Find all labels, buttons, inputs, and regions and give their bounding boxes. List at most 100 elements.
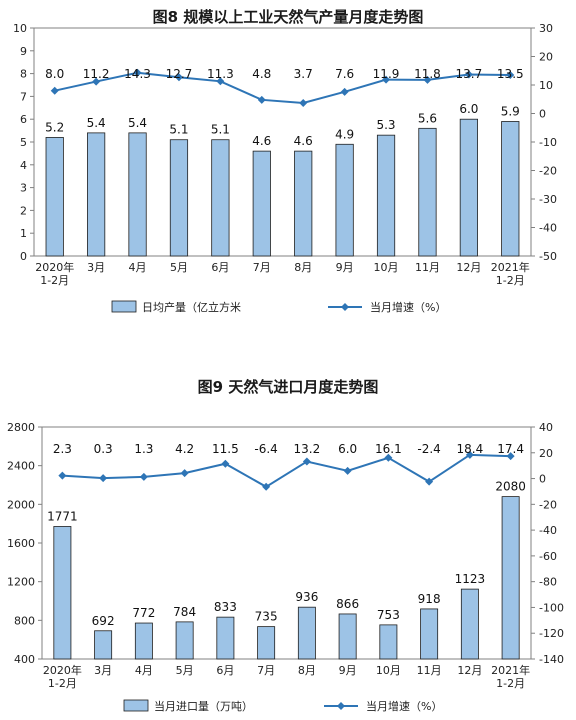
- right-tick-label: -140: [539, 653, 564, 666]
- right-tick-label: 0: [539, 473, 546, 486]
- right-tick-label: 20: [539, 447, 553, 460]
- bar: [169, 139, 189, 257]
- bar: [501, 121, 520, 257]
- bar-value-label: 1771: [47, 509, 78, 523]
- bar-value-label: 4.6: [294, 134, 313, 148]
- left-tick-label: 2400: [7, 460, 35, 473]
- bar-value-label: 692: [92, 614, 115, 628]
- growth-point: [340, 87, 349, 96]
- growth-value-label: -6.4: [254, 442, 277, 456]
- chart-svg: 40080012001600200024002800-140-120-100-8…: [7, 421, 564, 713]
- bar-value-label: 735: [255, 610, 278, 624]
- growth-point: [506, 71, 515, 80]
- left-tick-label: 10: [13, 22, 27, 35]
- growth-point: [58, 471, 67, 480]
- bar-value-label: 1123: [455, 572, 486, 586]
- x-tick-label: 9月: [339, 664, 357, 677]
- growth-line: [54, 71, 511, 104]
- x-tick-label: 12月: [457, 664, 482, 677]
- growth-value-label: 0.3: [94, 442, 113, 456]
- right-tick-label: -40: [539, 222, 557, 235]
- x-tick-label: 2021年 1-2月: [491, 260, 530, 287]
- right-tick-label: -80: [539, 576, 557, 589]
- x-tick-label: 12月: [456, 261, 481, 274]
- growth-value-label: 6.0: [338, 442, 357, 456]
- bar-value-label: 753: [377, 608, 400, 622]
- x-tick-label: 4月: [135, 664, 153, 677]
- growth-point: [302, 457, 311, 466]
- growth-value-label: -2.4: [417, 442, 440, 456]
- right-tick-label: -10: [539, 136, 557, 149]
- legend-line-marker: [341, 303, 349, 311]
- legend-bar-swatch: [123, 699, 149, 712]
- left-tick-label: 6: [20, 113, 27, 126]
- bar: [53, 526, 72, 660]
- x-tick-label: 10月: [374, 261, 399, 274]
- bar-value-label: 4.9: [335, 127, 354, 141]
- legend-line-marker: [337, 702, 345, 710]
- right-tick-label: -20: [539, 165, 557, 178]
- bar: [460, 588, 479, 660]
- left-tick-label: 2000: [7, 498, 35, 511]
- bar-value-label: 918: [418, 592, 441, 606]
- bar-value-label: 866: [336, 597, 359, 611]
- x-tick-label: 11月: [417, 664, 442, 677]
- growth-value-label: 11.8: [414, 67, 441, 81]
- left-tick-label: 1600: [7, 537, 35, 550]
- growth-point: [216, 77, 225, 86]
- bar: [211, 139, 230, 257]
- right-tick-label: 10: [539, 79, 553, 92]
- growth-value-label: 11.2: [83, 67, 110, 81]
- growth-point: [506, 452, 515, 461]
- growth-value-label: 4.2: [175, 442, 194, 456]
- x-tick-label: 9月: [336, 261, 354, 274]
- bar-value-label: 5.1: [211, 123, 230, 137]
- bar: [87, 132, 106, 257]
- growth-value-label: 1.3: [134, 442, 153, 456]
- growth-point: [382, 75, 391, 84]
- right-tick-label: -120: [539, 627, 564, 640]
- growth-point: [257, 95, 266, 104]
- growth-point: [174, 73, 183, 82]
- growth-value-label: 11.5: [212, 442, 239, 456]
- bar: [335, 143, 354, 257]
- chart-production: 图8 规模以上工业天然气产量月度走势图 0 1 2 3 4 5 6 7 8 9 10 -50 -40 -3…: [0, 0, 576, 340]
- growth-value-label: 7.6: [335, 67, 354, 81]
- left-tick-label: 2800: [7, 421, 35, 434]
- growth-value-label: 14.3: [124, 67, 151, 81]
- legend-line-label: 当月增速（%）: [366, 699, 442, 713]
- growth-value-label: 13.2: [294, 442, 321, 456]
- x-tick-label: 10月: [376, 664, 401, 677]
- bar: [294, 150, 313, 257]
- plot-frame: [33, 27, 532, 257]
- bar: [420, 608, 439, 660]
- x-tick-label: 3月: [94, 664, 112, 677]
- chart-title: 图9 天然气进口月度走势图: [197, 378, 379, 396]
- x-tick-label: 11月: [415, 261, 440, 274]
- bar: [134, 622, 153, 660]
- growth-value-label: 17.4: [497, 442, 524, 456]
- bar-value-label: 5.2: [45, 120, 64, 134]
- left-tick-label: 1200: [7, 576, 35, 589]
- x-tick-label: 8月: [298, 664, 316, 677]
- bar-value-label: 5.6: [418, 111, 437, 125]
- left-tick-label: 0: [20, 250, 27, 263]
- chart-svg: 0 1 2 3 4 5 6 7 8 9 10 -50 -40 -30 -20 -10 0 10 20 30 2020年 1…: [13, 22, 557, 314]
- x-tick-label: 3月: [87, 261, 105, 274]
- growth-point: [465, 450, 474, 459]
- x-tick-label: 8月: [294, 261, 312, 274]
- x-tick-label: 4月: [129, 261, 147, 274]
- bar-value-label: 4.6: [252, 134, 271, 148]
- bar: [128, 132, 147, 257]
- growth-point: [99, 474, 108, 483]
- right-tick-label: -50: [539, 250, 557, 263]
- x-tick-label: 6月: [216, 664, 234, 677]
- growth-value-label: 13.7: [456, 67, 483, 81]
- right-tick-label: 30: [539, 22, 553, 35]
- left-tick-label: 2: [20, 204, 27, 217]
- bar: [459, 118, 478, 257]
- growth-point: [139, 472, 148, 481]
- bar: [501, 496, 520, 660]
- chart-imports: 图9 天然气进口月度走势图 400 800 1200 1600 2000 2400 2800…: [0, 372, 576, 720]
- left-tick-label: 8: [20, 68, 27, 81]
